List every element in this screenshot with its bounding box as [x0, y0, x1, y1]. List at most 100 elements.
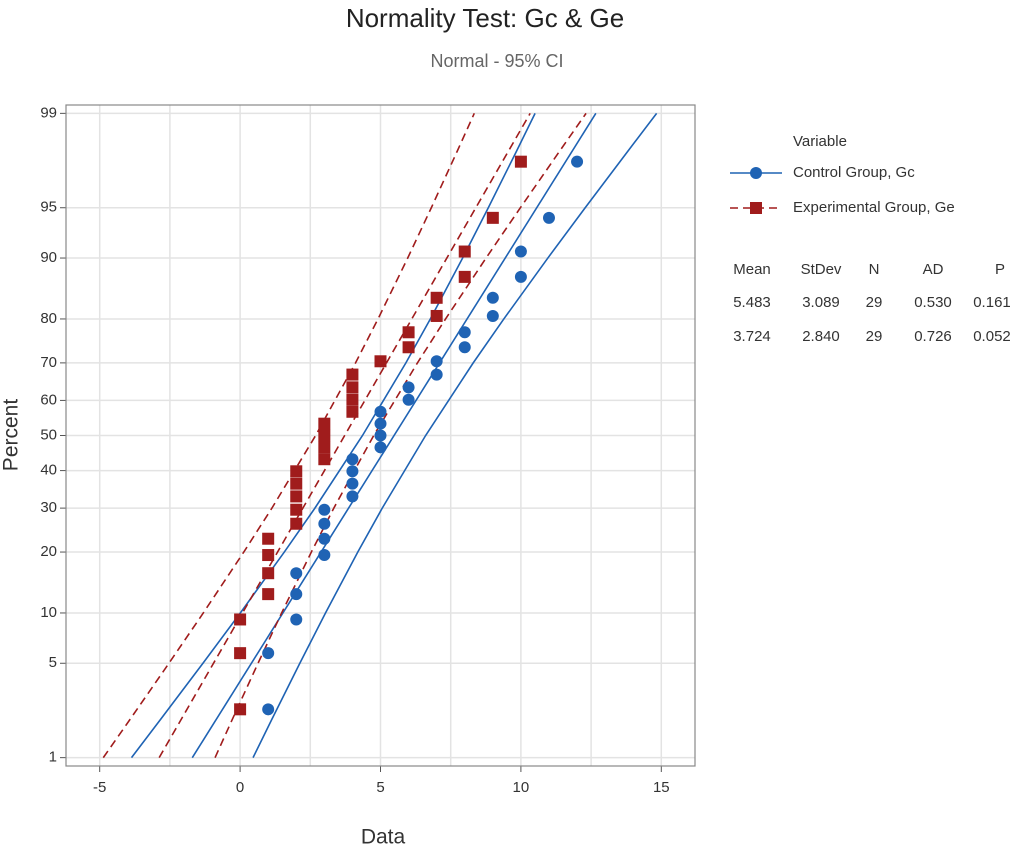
y-tick-label: 95 — [40, 199, 57, 216]
y-tick-label: 90 — [40, 249, 57, 266]
y-axis-label: Percent — [0, 399, 23, 472]
data-point — [374, 441, 387, 454]
table-cell: 0.726 — [914, 328, 952, 345]
y-tick-label: 1 — [49, 749, 57, 766]
data-point — [318, 453, 331, 466]
data-point — [458, 245, 471, 258]
data-point — [402, 381, 415, 394]
data-point — [262, 647, 275, 660]
ci-upper — [252, 112, 658, 758]
legend-label: Experimental Group, Ge — [793, 199, 955, 216]
table-cell: 5.483 — [733, 294, 771, 311]
data-point — [374, 355, 387, 368]
data-point — [318, 417, 331, 430]
data-point — [571, 155, 584, 168]
data-point — [430, 355, 443, 368]
y-tick-label: 10 — [40, 604, 57, 621]
data-point — [318, 441, 331, 454]
table-cell: 2.840 — [802, 328, 840, 345]
chart-subtitle: Normal - 95% CI — [430, 51, 563, 71]
data-point — [430, 309, 443, 322]
data-point — [318, 532, 331, 545]
data-point — [290, 613, 303, 626]
plot-frame — [65, 104, 696, 767]
data-point — [262, 588, 275, 601]
data-point — [458, 270, 471, 283]
data-point — [346, 393, 359, 406]
data-point — [514, 155, 527, 168]
data-point — [262, 703, 275, 716]
data-point — [486, 309, 499, 322]
data-point — [430, 291, 443, 304]
table-cell: 3.724 — [733, 328, 771, 345]
y-tick-label: 80 — [40, 310, 57, 327]
data-point — [486, 211, 499, 224]
y-tick-label: 5 — [49, 654, 57, 671]
table-cell: 29 — [866, 294, 883, 311]
y-tick-label: 50 — [40, 426, 57, 443]
data-point — [262, 532, 275, 545]
data-point — [290, 490, 303, 503]
data-point — [318, 517, 331, 530]
table-cell: 29 — [866, 328, 883, 345]
data-point — [374, 405, 387, 418]
data-point — [290, 465, 303, 478]
data-point — [234, 703, 247, 716]
data-point — [318, 429, 331, 442]
ci-lower — [130, 113, 536, 759]
table-header: AD — [923, 261, 944, 278]
table-cell: 0.052 — [973, 328, 1011, 345]
data-point — [346, 453, 359, 466]
table-cell: 3.089 — [802, 294, 840, 311]
data-point — [402, 341, 415, 354]
data-point — [458, 341, 471, 354]
chart-title: Normality Test: Gc & Ge — [346, 3, 624, 33]
data-point — [290, 503, 303, 516]
data-point — [318, 549, 331, 562]
data-point — [402, 393, 415, 406]
data-point — [346, 381, 359, 394]
data-point — [234, 613, 247, 626]
data-point — [346, 465, 359, 478]
data-point — [486, 291, 499, 304]
legend-label: Control Group, Gc — [793, 164, 915, 181]
ci-lower — [102, 113, 476, 759]
data-point — [290, 588, 303, 601]
ci-upper — [214, 112, 587, 758]
data-point — [430, 368, 443, 381]
data-point — [542, 211, 555, 224]
data-point — [290, 567, 303, 580]
x-tick-label: 5 — [376, 779, 384, 796]
data-point — [346, 490, 359, 503]
data-point — [290, 477, 303, 490]
table-header: N — [869, 261, 880, 278]
data-point — [346, 368, 359, 381]
legend-marker — [750, 167, 762, 179]
data-point — [318, 503, 331, 516]
x-tick-label: -5 — [93, 779, 106, 796]
x-tick-label: 10 — [513, 779, 530, 796]
table-header: StDev — [801, 261, 842, 278]
x-tick-label: 15 — [653, 779, 670, 796]
data-point — [374, 417, 387, 430]
data-point — [290, 517, 303, 530]
y-tick-label: 60 — [40, 391, 57, 408]
data-point — [262, 549, 275, 562]
y-tick-label: 70 — [40, 354, 57, 371]
x-axis-label: Data — [361, 826, 406, 849]
data-point — [346, 477, 359, 490]
x-tick-label: 0 — [236, 779, 244, 796]
y-tick-label: 20 — [40, 543, 57, 560]
legend-marker — [750, 202, 762, 214]
data-point — [374, 429, 387, 442]
table-header: P — [995, 261, 1005, 278]
legend-title: Variable — [793, 133, 847, 150]
y-tick-label: 40 — [40, 462, 57, 479]
data-point — [514, 245, 527, 258]
data-point — [346, 405, 359, 418]
table-cell: 0.161 — [973, 294, 1011, 311]
table-cell: 0.530 — [914, 294, 952, 311]
data-point — [458, 326, 471, 339]
data-point — [402, 326, 415, 339]
